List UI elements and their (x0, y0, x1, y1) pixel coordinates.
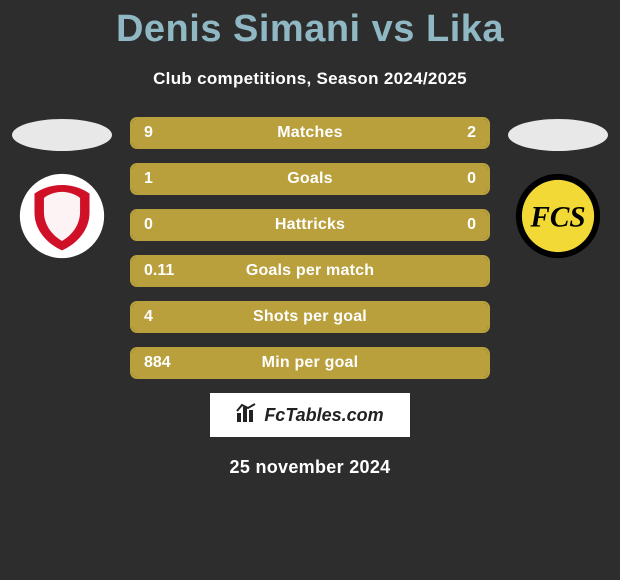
stat-value-right: 0 (467, 165, 476, 193)
stat-label: Matches (132, 119, 488, 147)
stat-value-right: 0 (467, 211, 476, 239)
stat-bar: Goals per match0.11 (130, 255, 490, 287)
stat-value-left: 884 (144, 349, 171, 377)
brand-text: FcTables.com (264, 405, 383, 426)
club-badge-icon: FCS (515, 173, 601, 259)
comparison-row: Matches92Goals10Hattricks00Goals per mat… (0, 117, 620, 379)
stat-bars: Matches92Goals10Hattricks00Goals per mat… (130, 117, 490, 379)
page-title: Denis Simani vs Lika (0, 0, 620, 51)
brand-badge: FcTables.com (210, 393, 410, 437)
stat-bar: Matches9 2 (130, 117, 490, 149)
stat-value-right: 2 (467, 119, 476, 147)
player-photo-placeholder-left (12, 119, 112, 151)
stat-value-left: 0 (144, 211, 153, 239)
stat-value-left: 4 (144, 303, 153, 331)
club-logo-left (19, 173, 105, 259)
stat-bar: Shots per goal4 (130, 301, 490, 333)
stat-label: Hattricks (132, 211, 488, 239)
stat-bar: Min per goal884 (130, 347, 490, 379)
date-text: 25 november 2024 (0, 457, 620, 478)
chart-icon (236, 403, 258, 428)
stat-value-left: 1 (144, 165, 153, 193)
stat-value-left: 9 (144, 119, 153, 147)
stat-value-left: 0.11 (144, 257, 174, 285)
stat-bar: Hattricks0 0 (130, 209, 490, 241)
svg-text:FCS: FCS (529, 201, 585, 233)
stat-bar: Goals1 0 (130, 163, 490, 195)
stat-label: Goals (132, 165, 488, 193)
subtitle: Club competitions, Season 2024/2025 (0, 69, 620, 89)
right-side: FCS (508, 117, 608, 259)
stat-label: Goals per match (132, 257, 488, 285)
club-logo-right: FCS (515, 173, 601, 259)
player-photo-placeholder-right (508, 119, 608, 151)
shield-icon (19, 173, 105, 259)
left-side (12, 117, 112, 259)
stat-label: Min per goal (132, 349, 488, 377)
stat-label: Shots per goal (132, 303, 488, 331)
